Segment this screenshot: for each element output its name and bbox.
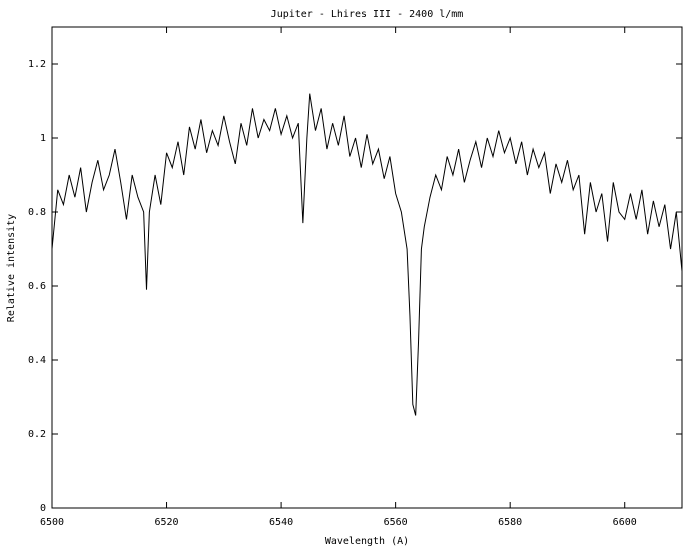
- chart-title: Jupiter - Lhires III - 2400 l/mm: [271, 9, 464, 20]
- x-tick-label: 6560: [384, 517, 408, 528]
- x-tick-label: 6520: [154, 517, 178, 528]
- y-tick-label: 1: [40, 133, 46, 144]
- y-tick-label: 0.2: [28, 429, 46, 440]
- x-tick-label: 6540: [269, 517, 293, 528]
- y-axis-label: Relative intensity: [6, 214, 17, 322]
- x-tick-label: 6500: [40, 517, 64, 528]
- y-tick-label: 1.2: [28, 59, 46, 70]
- x-axis-label: Wavelength (A): [325, 536, 409, 547]
- x-tick-label: 6580: [498, 517, 522, 528]
- y-tick-label: 0.4: [28, 355, 46, 366]
- spectrum-line: [51, 93, 683, 416]
- x-tick-label: 6600: [613, 517, 637, 528]
- plot-frame: [51, 26, 683, 509]
- y-tick-label: 0: [40, 503, 46, 514]
- y-tick-label: 0.6: [28, 281, 46, 292]
- y-tick-label: 0.8: [28, 207, 46, 218]
